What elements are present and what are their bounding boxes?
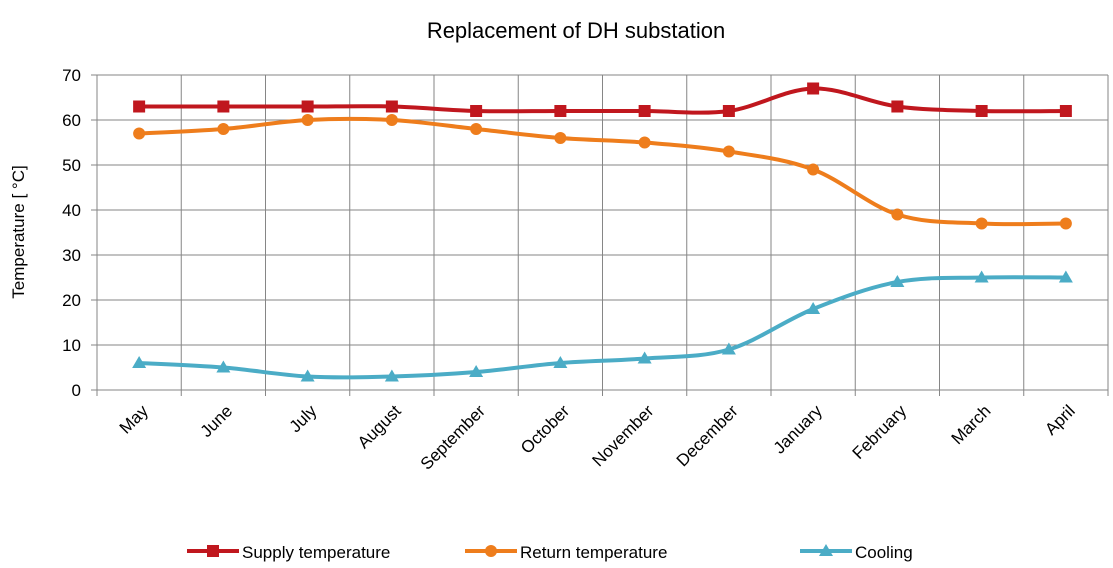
x-tick-label: May <box>116 401 152 437</box>
x-tick-label: February <box>849 401 911 463</box>
marker <box>890 275 905 287</box>
x-tick-label: June <box>197 401 237 441</box>
x-tick-label: September <box>417 401 489 473</box>
marker <box>819 544 833 556</box>
marker <box>207 545 219 557</box>
marker <box>1058 270 1073 283</box>
marker <box>385 114 398 126</box>
y-tick-label: 10 <box>62 336 81 355</box>
marker <box>806 302 821 314</box>
marker <box>132 356 147 368</box>
chart-title: Replacement of DH substation <box>427 18 725 43</box>
x-tick-label: July <box>286 401 321 436</box>
marker <box>807 163 820 176</box>
marker <box>891 100 904 113</box>
x-tick-label: March <box>948 401 995 448</box>
marker <box>975 105 988 117</box>
series-line <box>139 116 1066 227</box>
marker <box>637 351 652 364</box>
series-line <box>139 86 1066 115</box>
marker <box>1059 217 1072 230</box>
marker <box>216 360 231 373</box>
marker <box>301 114 314 126</box>
x-tick-label: November <box>589 401 658 470</box>
marker <box>485 545 497 557</box>
marker <box>638 136 651 149</box>
legend-label: Return temperature <box>520 543 667 562</box>
y-tick-label: 0 <box>72 381 81 400</box>
x-tick-label: August <box>354 401 405 452</box>
marker <box>974 270 989 283</box>
marker <box>217 100 230 113</box>
x-tick-label: January <box>770 401 827 458</box>
marker <box>975 217 988 230</box>
marker <box>722 105 735 117</box>
marker <box>217 123 230 135</box>
marker <box>554 132 567 144</box>
marker <box>470 105 483 117</box>
marker <box>553 356 568 368</box>
series-line <box>139 275 1066 380</box>
marker <box>384 369 399 382</box>
y-axis-label: Temperature [ °C] <box>9 165 28 298</box>
marker <box>638 105 651 117</box>
y-tick-label: 20 <box>62 291 81 310</box>
marker <box>385 100 398 113</box>
x-tick-label: October <box>517 401 573 457</box>
y-tick-label: 60 <box>62 111 81 130</box>
marker <box>469 365 484 377</box>
marker <box>722 145 735 158</box>
marker <box>807 82 820 95</box>
y-tick-label: 50 <box>62 156 81 175</box>
y-tick-label: 40 <box>62 201 81 220</box>
marker <box>891 208 904 221</box>
legend-label: Supply temperature <box>242 543 390 562</box>
x-tick-label: December <box>673 401 742 470</box>
marker <box>721 342 736 355</box>
marker <box>470 123 483 135</box>
marker <box>301 100 314 113</box>
x-tick-label: April <box>1041 401 1078 438</box>
legend-label: Cooling <box>855 543 913 562</box>
y-tick-label: 70 <box>62 66 81 85</box>
marker <box>133 100 146 113</box>
marker <box>554 105 567 117</box>
marker <box>1059 105 1072 117</box>
y-tick-label: 30 <box>62 246 81 265</box>
marker <box>133 127 146 140</box>
marker <box>300 369 315 382</box>
